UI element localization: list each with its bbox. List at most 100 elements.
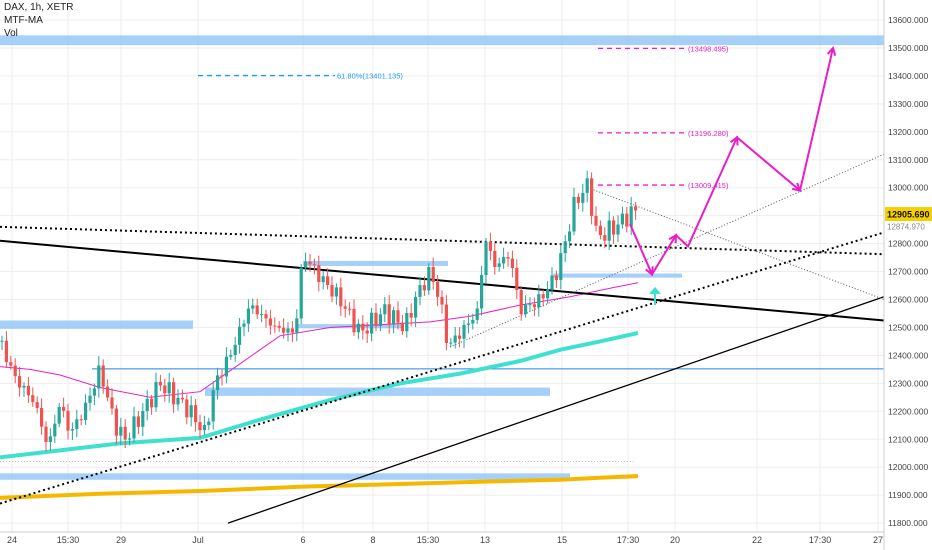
candle-body	[9, 362, 13, 366]
candle-body	[290, 328, 294, 333]
candle-body	[484, 241, 488, 275]
projection-arrow-head	[791, 182, 802, 192]
candle-body	[594, 215, 598, 226]
candle-body	[145, 398, 149, 412]
candle-body	[532, 304, 536, 308]
candle-body	[506, 257, 510, 259]
candle-body	[114, 408, 118, 436]
candle-body	[176, 397, 180, 405]
candle-body	[480, 274, 484, 309]
candle-body	[277, 325, 281, 328]
support-resistance-zone	[303, 260, 448, 266]
chart-title: DAX, 1h, XETR	[4, 2, 74, 13]
candle-body	[255, 305, 259, 315]
candle-body	[4, 340, 8, 363]
y-tick-label: 12200.000	[888, 406, 928, 416]
candle-body	[123, 426, 127, 440]
candle-body	[299, 267, 303, 319]
candle-body	[528, 304, 532, 306]
candle-body	[436, 282, 440, 297]
candle-body	[392, 310, 396, 325]
candle-body	[119, 426, 123, 436]
candle-body	[541, 294, 545, 299]
level-annotations: 61.80%(13401.135) (13498.495) (13196.280) (…	[198, 44, 729, 190]
y-tick-label: 13000.000	[888, 183, 928, 193]
candle-body	[603, 235, 607, 241]
candle-body	[26, 385, 30, 396]
y-tick-label: 11800.000	[888, 518, 928, 528]
candle-body	[546, 289, 550, 299]
candle-body	[207, 421, 211, 426]
candle-body	[106, 386, 110, 398]
candle-body	[295, 318, 299, 333]
candle-body	[198, 422, 202, 431]
candle-body	[387, 304, 391, 325]
y-tick-label: 13100.000	[888, 155, 928, 165]
y-tick-label: 13300.000	[888, 99, 928, 109]
x-tick-label: Jul	[192, 535, 204, 545]
candle-body	[576, 196, 580, 203]
support-resistance-zone	[0, 473, 570, 480]
x-tick-label: 20	[670, 535, 680, 545]
trend-lines	[0, 153, 885, 524]
projection-arrow-head	[645, 266, 654, 277]
x-tick-label: 27	[873, 535, 883, 545]
y-tick-label: 12400.000	[888, 350, 928, 360]
candle-body	[251, 305, 255, 309]
ma-orange	[0, 474, 639, 500]
x-tick-label: 15:30	[57, 535, 80, 545]
candle-body	[18, 376, 22, 388]
candle-body	[339, 287, 343, 307]
candle-body	[286, 328, 290, 333]
candle-body	[220, 375, 224, 377]
candle-body	[607, 220, 611, 241]
fib-level-label: (13196.280)	[688, 129, 729, 138]
last-price-value: 12905.690	[887, 210, 930, 220]
candle-body	[625, 213, 629, 227]
candle-body	[616, 224, 620, 235]
candle-body	[260, 314, 264, 316]
candle-body	[57, 406, 61, 424]
y-tick-label: 12000.000	[888, 462, 928, 472]
candle-body	[273, 325, 277, 327]
projection-path-line	[629, 47, 834, 277]
candle-body	[519, 290, 523, 315]
candle-body	[84, 402, 88, 421]
candle-body	[101, 365, 105, 387]
candle-body	[233, 344, 237, 356]
candle-body	[356, 323, 360, 333]
candle-body	[620, 213, 624, 225]
y-tick-label: 12600.000	[888, 295, 928, 305]
y-tick-label: 12300.000	[888, 378, 928, 388]
y-tick-label: 11900.000	[888, 490, 928, 500]
candle-body	[238, 326, 242, 345]
candle-body	[246, 308, 250, 324]
candle-body	[370, 312, 374, 334]
projection-arrow-head	[668, 233, 678, 244]
indicator-legend-vol: Vol	[4, 28, 18, 39]
candle-body	[70, 429, 74, 431]
candle-body	[202, 425, 206, 431]
candle-body	[88, 395, 92, 403]
x-tick-label: 17:30	[809, 535, 832, 545]
candle-body	[510, 258, 514, 269]
fib-level-label: (13009.415)	[688, 181, 729, 190]
x-tick-label: 15	[557, 535, 567, 545]
candle-body	[462, 324, 466, 339]
ma-pink	[0, 282, 639, 398]
candle-body	[211, 390, 215, 422]
x-tick-label: 6	[300, 535, 305, 545]
candle-body	[612, 220, 616, 235]
candle-body	[418, 285, 422, 297]
candle-body	[48, 436, 52, 442]
y-tick-label: 12700.000	[888, 267, 928, 277]
candle-body	[405, 312, 409, 332]
candle-body	[524, 304, 528, 315]
candle-body	[581, 192, 585, 203]
candle-body	[629, 206, 633, 227]
candle-body	[79, 419, 83, 421]
projection-arrow-head	[730, 135, 739, 146]
candle-body	[343, 306, 347, 309]
candle-body	[317, 265, 321, 283]
